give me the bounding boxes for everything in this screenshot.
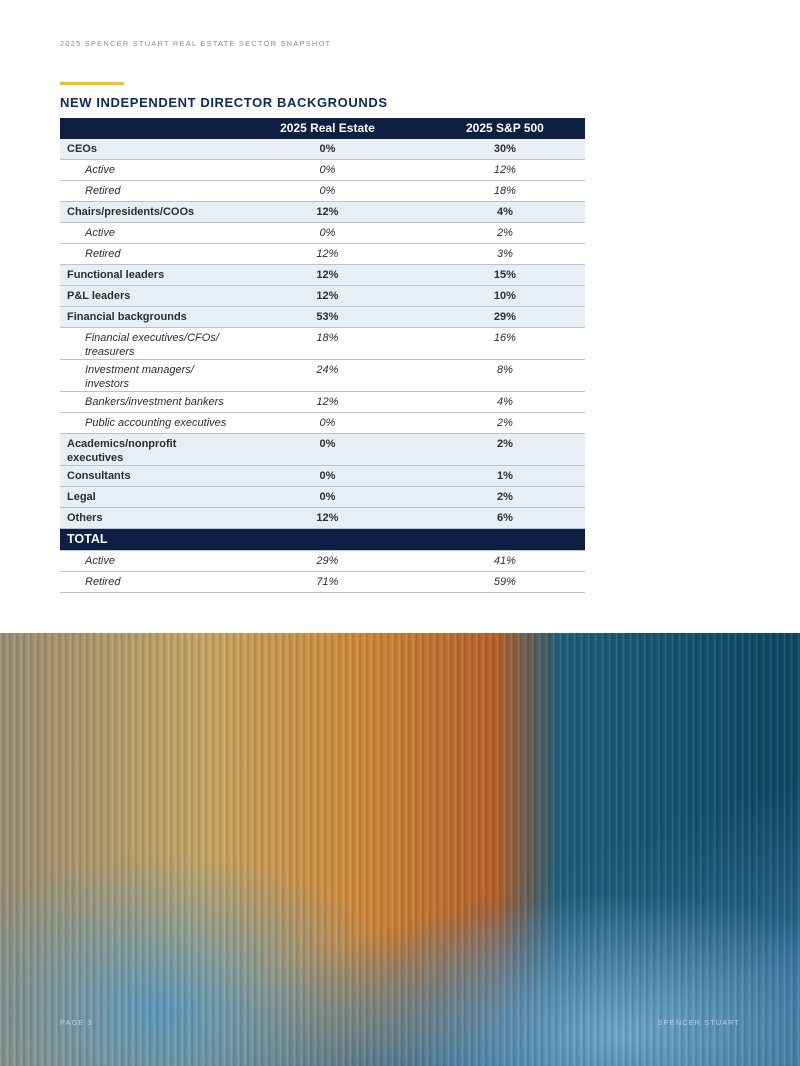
sub-row: Public accounting executives 0% 2%	[60, 412, 585, 434]
sub-row: Active 29% 41%	[60, 550, 585, 572]
value-cell: 24%	[230, 359, 425, 392]
row-label: Chairs/presidents/COOs	[60, 201, 230, 223]
value-cell: 18%	[424, 180, 585, 202]
row-label: Bankers/investment bankers	[60, 391, 230, 413]
value-cell: 2%	[424, 412, 585, 434]
row-label: Functional leaders	[60, 264, 230, 286]
running-title: 2025 SPENCER STUART REAL ESTATE SECTOR S…	[60, 39, 332, 48]
main-row: P&L leaders 12% 10%	[60, 285, 585, 307]
value-cell: 4%	[424, 201, 585, 223]
row-label: Active	[60, 222, 230, 244]
row-label: Active	[60, 550, 230, 572]
value-cell: 1%	[424, 465, 585, 487]
row-label: Financial backgrounds	[60, 306, 230, 328]
main-row: Others 12% 6%	[60, 507, 585, 529]
value-cell: 59%	[424, 571, 585, 593]
value-cell: 0%	[230, 180, 425, 202]
value-cell: 2%	[424, 486, 585, 508]
main-row: Financial backgrounds 53% 29%	[60, 306, 585, 328]
sub-row: Bankers/investment bankers 12% 4%	[60, 391, 585, 413]
value-cell: 0%	[230, 433, 425, 466]
sub-row: Active 0% 2%	[60, 222, 585, 244]
value-cell: 30%	[424, 139, 585, 160]
value-cell: 0%	[230, 139, 425, 160]
header-cell: 2025 S&P 500	[424, 118, 585, 139]
row-label: Active	[60, 159, 230, 181]
row-label: Consultants	[60, 465, 230, 487]
row-label: Others	[60, 507, 230, 529]
row-label: Public accounting executives	[60, 412, 230, 434]
value-cell: 0%	[230, 412, 425, 434]
main-row: Chairs/presidents/COOs 12% 4%	[60, 201, 585, 223]
sub-row: Retired 0% 18%	[60, 180, 585, 202]
value-cell: 15%	[424, 264, 585, 286]
main-row: Academics/nonprofit executives 0% 2%	[60, 433, 585, 466]
sub-row: Active 0% 12%	[60, 159, 585, 181]
sub-row: Investment managers/ investors 24% 8%	[60, 359, 585, 392]
value-cell: 71%	[230, 571, 425, 593]
value-cell: 41%	[424, 550, 585, 572]
value-cell: 0%	[230, 486, 425, 508]
sub-row: Retired 71% 59%	[60, 571, 585, 593]
abstract-photo	[0, 633, 800, 1066]
value-cell: 12%	[230, 285, 425, 307]
sub-row: Financial executives/CFOs/ treasurers 18%…	[60, 327, 585, 360]
value-cell: 6%	[424, 507, 585, 529]
row-label: Retired	[60, 180, 230, 202]
row-label: Retired	[60, 243, 230, 265]
total-row: TOTAL	[60, 528, 585, 551]
table: 2025 Real Estate 2025 S&P 500 CEOs 0% 30% A…	[60, 118, 585, 593]
header-cell	[60, 118, 230, 139]
value-cell: 29%	[230, 550, 425, 572]
header-cell: 2025 Real Estate	[230, 118, 425, 139]
footer-brand: SPENCER STUART	[657, 1018, 740, 1027]
main-row: Consultants 0% 1%	[60, 465, 585, 487]
table-body: CEOs 0% 30% Active 0% 12% Retired 0% 18% Chairs/p…	[60, 139, 585, 593]
row-label: CEOs	[60, 139, 230, 160]
value-cell: 12%	[230, 264, 425, 286]
row-label: P&L leaders	[60, 285, 230, 307]
value-cell: 0%	[230, 159, 425, 181]
main-row: Functional leaders 12% 15%	[60, 264, 585, 286]
row-label: Academics/nonprofit executives	[60, 433, 230, 466]
accent-rule	[60, 82, 124, 85]
main-row: CEOs 0% 30%	[60, 139, 585, 160]
value-cell: 12%	[230, 507, 425, 529]
row-label: Retired	[60, 571, 230, 593]
value-cell: 10%	[424, 285, 585, 307]
value-cell: 16%	[424, 327, 585, 360]
value-cell: 53%	[230, 306, 425, 328]
row-label: Legal	[60, 486, 230, 508]
header-row: 2025 Real Estate 2025 S&P 500	[60, 118, 585, 139]
row-label: Investment managers/ investors	[60, 359, 230, 392]
value-cell: 2%	[424, 433, 585, 466]
row-label: Financial executives/CFOs/ treasurers	[60, 327, 230, 360]
table-title: NEW INDEPENDENT DIRECTOR BACKGROUNDS	[60, 95, 388, 110]
value-cell: 29%	[424, 306, 585, 328]
value-cell: 18%	[230, 327, 425, 360]
total-label: TOTAL	[60, 528, 585, 551]
value-cell: 3%	[424, 243, 585, 265]
value-cell: 12%	[424, 159, 585, 181]
value-cell: 0%	[230, 465, 425, 487]
page-number: PAGE 3	[60, 1018, 93, 1027]
value-cell: 2%	[424, 222, 585, 244]
sub-row: Retired 12% 3%	[60, 243, 585, 265]
value-cell: 12%	[230, 201, 425, 223]
value-cell: 12%	[230, 243, 425, 265]
value-cell: 8%	[424, 359, 585, 392]
value-cell: 12%	[230, 391, 425, 413]
value-cell: 4%	[424, 391, 585, 413]
main-row: Legal 0% 2%	[60, 486, 585, 508]
value-cell: 0%	[230, 222, 425, 244]
